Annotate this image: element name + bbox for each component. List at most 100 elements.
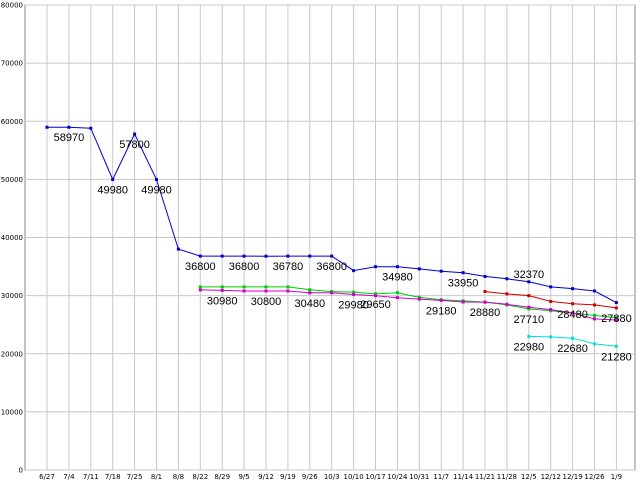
data-point bbox=[439, 269, 443, 273]
data-point bbox=[198, 288, 202, 292]
data-point bbox=[374, 294, 377, 298]
data-point bbox=[352, 269, 356, 273]
x-tick-label: 10/10 bbox=[344, 473, 364, 480]
data-point bbox=[527, 334, 531, 338]
x-tick-label: 7/4 bbox=[63, 473, 75, 480]
y-tick-label: 30000 bbox=[1, 292, 23, 300]
data-label: 36800 bbox=[316, 261, 347, 273]
data-point bbox=[374, 292, 377, 296]
data-point bbox=[67, 125, 71, 129]
data-point bbox=[549, 285, 553, 289]
data-label: 27880 bbox=[601, 313, 632, 325]
x-tick-label: 10/31 bbox=[409, 473, 429, 480]
y-axis: 0 10000 20000 30000 40000 50000 60000 70000 8000… bbox=[1, 2, 23, 475]
data-point bbox=[549, 308, 553, 312]
data-point bbox=[593, 289, 596, 293]
data-point bbox=[111, 177, 115, 181]
data-label: 30980 bbox=[207, 295, 238, 307]
data-point bbox=[527, 305, 531, 309]
data-point bbox=[614, 318, 618, 322]
data-point bbox=[483, 300, 487, 304]
data-point bbox=[308, 288, 312, 292]
series-group bbox=[45, 125, 618, 348]
data-point bbox=[395, 291, 399, 295]
data-label: 34980 bbox=[382, 272, 413, 284]
data-label: 28880 bbox=[470, 307, 501, 319]
x-tick-label: 9/12 bbox=[258, 473, 274, 480]
data-point bbox=[352, 290, 356, 294]
data-point bbox=[198, 285, 202, 289]
x-tick-label: 8/22 bbox=[192, 473, 208, 480]
data-point bbox=[330, 254, 334, 258]
data-label: 36800 bbox=[185, 261, 216, 273]
data-point bbox=[242, 289, 246, 293]
data-point bbox=[571, 336, 575, 340]
data-point bbox=[614, 306, 618, 310]
data-point bbox=[571, 311, 575, 315]
data-point bbox=[308, 291, 312, 295]
data-label: 58970 bbox=[54, 132, 85, 144]
data-label: 29980 bbox=[338, 299, 369, 311]
data-label: 36780 bbox=[273, 261, 304, 273]
data-label: 30800 bbox=[251, 296, 282, 308]
data-point bbox=[198, 254, 202, 258]
data-point bbox=[330, 291, 334, 295]
data-point bbox=[264, 285, 268, 289]
y-tick-label: 10000 bbox=[1, 408, 23, 416]
data-point bbox=[286, 289, 290, 293]
data-point bbox=[417, 267, 421, 271]
data-point bbox=[527, 294, 531, 298]
data-point bbox=[461, 300, 465, 304]
data-point bbox=[593, 313, 596, 317]
data-label: 49980 bbox=[141, 184, 172, 196]
series-line bbox=[200, 286, 617, 319]
data-point bbox=[593, 317, 596, 321]
data-point bbox=[505, 277, 509, 281]
data-point bbox=[242, 254, 246, 258]
data-label: 27710 bbox=[514, 314, 545, 326]
x-tick-label: 9/19 bbox=[280, 473, 296, 480]
data-point bbox=[483, 290, 487, 294]
data-point bbox=[220, 285, 224, 289]
data-point bbox=[89, 126, 93, 130]
data-point bbox=[308, 254, 312, 258]
data-point bbox=[155, 177, 158, 181]
data-point bbox=[614, 301, 618, 305]
data-point bbox=[527, 307, 531, 311]
x-tick-label: 7/18 bbox=[105, 473, 121, 480]
x-tick-label: 8/29 bbox=[214, 473, 230, 480]
data-point bbox=[483, 274, 487, 278]
grid bbox=[25, 4, 635, 471]
data-labels: 58970 49980 57800 49980 36800 36800 36780 36800… bbox=[54, 132, 632, 363]
data-point bbox=[593, 342, 596, 346]
data-point bbox=[505, 292, 509, 296]
data-point bbox=[614, 316, 618, 320]
data-point bbox=[527, 280, 531, 284]
x-tick-label: 1/9 bbox=[611, 473, 622, 480]
data-point bbox=[571, 302, 575, 306]
data-label: 33950 bbox=[448, 278, 479, 290]
data-point bbox=[220, 288, 224, 292]
data-label: 32370 bbox=[514, 269, 545, 281]
y-tick-label: 70000 bbox=[1, 60, 23, 68]
x-tick-label: 9/26 bbox=[302, 473, 318, 480]
y-tick-label: 20000 bbox=[1, 350, 23, 358]
x-tick-label: 12/26 bbox=[584, 473, 605, 480]
data-point bbox=[286, 285, 290, 289]
data-point bbox=[417, 295, 421, 299]
data-point bbox=[176, 247, 180, 251]
y-tick-label: 60000 bbox=[1, 118, 23, 126]
data-point bbox=[395, 265, 399, 269]
data-label: 36800 bbox=[229, 261, 260, 273]
data-point bbox=[614, 344, 618, 348]
data-label: 22680 bbox=[557, 343, 588, 355]
data-label: 57800 bbox=[119, 139, 150, 151]
x-tick-label: 12/5 bbox=[521, 473, 537, 480]
data-point bbox=[505, 302, 509, 306]
data-label: 22980 bbox=[514, 341, 545, 353]
y-tick-label: 80000 bbox=[1, 2, 23, 10]
data-point bbox=[264, 254, 268, 258]
x-tick-label: 12/12 bbox=[541, 473, 561, 480]
x-tick-label: 10/24 bbox=[387, 473, 408, 480]
